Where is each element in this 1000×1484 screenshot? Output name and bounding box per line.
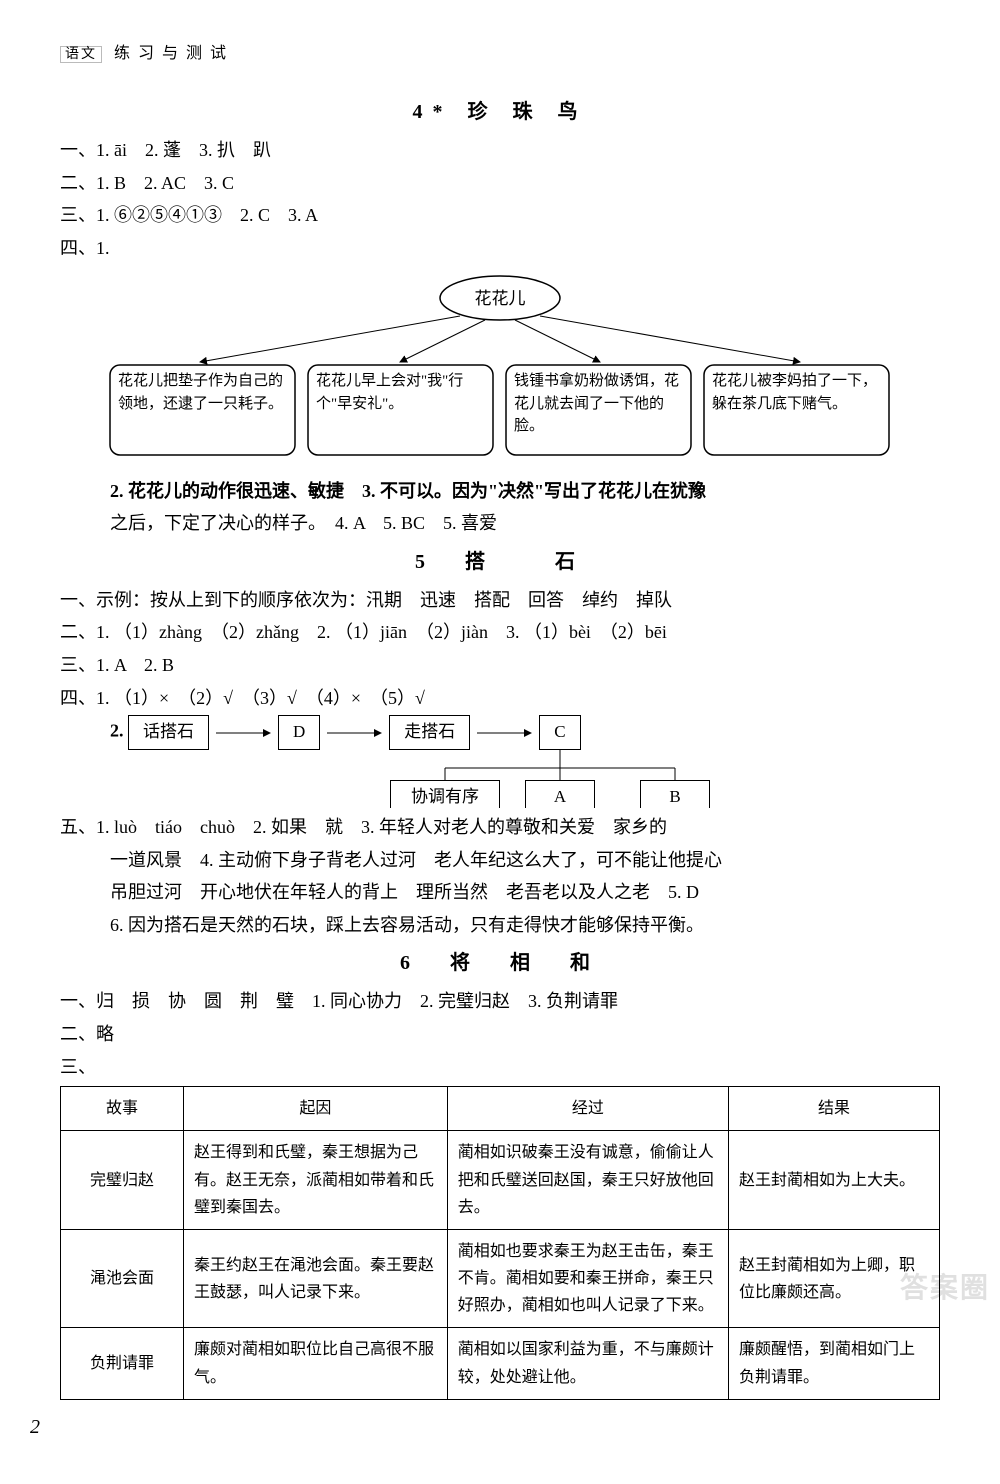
l5-5a: 五、1. luò tiáo chuò 2. 如果 就 3. 年轻人对老人的尊敬和… <box>60 812 940 843</box>
th-3: 结果 <box>729 1087 940 1131</box>
l4-line4: 四、1. <box>60 233 940 264</box>
header-title: 练 习 与 测 试 <box>114 45 228 62</box>
l5-5d: 6. 因为搭石是天然的石块，踩上去容易活动，只有走得快才能够保持平衡。 <box>110 910 940 941</box>
l5-5c: 吊胆过河 开心地伏在年轻人的背上 理所当然 老吾老以及人之老 5. D <box>110 877 940 908</box>
th-2: 经过 <box>447 1087 728 1131</box>
l6-line3: 三、 故事 起因 经过 结果 完璧归赵 赵王得到和氏璧，秦王想据为己有。赵王无奈… <box>60 1052 940 1400</box>
th-0: 故事 <box>61 1087 184 1131</box>
tree-node-1: 花花儿早上会对"我"行个"早安礼"。 <box>308 365 493 455</box>
table-row: 完璧归赵 赵王得到和氏璧，秦王想据为己有。赵王无奈，派蔺相如带着和氏璧到秦国去。… <box>61 1131 940 1230</box>
th-1: 起因 <box>184 1087 448 1131</box>
l4-p2a: 2. 花花儿的动作很迅速、敏捷 3. 不可以。因为"决然"写出了花花儿在犹豫 <box>110 476 940 507</box>
l4-p2b: 之后，下定了决心的样子。 4. A 5. BC 5. 喜爱 <box>110 508 940 539</box>
lesson5-title: 5 搭 石 <box>60 545 940 579</box>
subject-badge: 语文 <box>60 46 102 63</box>
l5-line3: 三、1. A 2. B <box>60 650 940 681</box>
l4-line3: 三、1. ⑥②⑤④①③ 2. C 3. A <box>60 200 940 231</box>
flow-box-0: 话搭石 <box>128 715 209 750</box>
flow-box-2: 走搭石 <box>389 715 470 750</box>
page-header: 语文 练 习 与 测 试 <box>60 40 940 67</box>
l4-line1: 一、1. āi 2. 蓬 3. 扒 趴 <box>60 135 940 166</box>
tree-node-0: 花花儿把垫子作为自己的领地，还逮了一只耗子。 <box>110 365 295 455</box>
lesson4-title: 4* 珍 珠 鸟 <box>60 95 940 129</box>
l4-line2: 二、1. B 2. AC 3. C <box>60 168 940 199</box>
l5-line4: 四、1. （1）× （2）√ （3）√ （4）× （5）√ <box>60 683 940 714</box>
l5-line4b: 2. 话搭石 D 走搭石 C <box>110 715 940 750</box>
table-row: 负荆请罪 廉颇对蔺相如职位比自己高很不服气。 蔺相如以国家利益为重，不与廉颇计较… <box>61 1328 940 1399</box>
flow-sub-row: 协调有序 A B <box>110 750 940 810</box>
lesson6-title: 6 将 相 和 <box>60 946 940 980</box>
story-table: 故事 起因 经过 结果 完璧归赵 赵王得到和氏璧，秦王想据为己有。赵王无奈，派蔺… <box>60 1086 940 1400</box>
l6-line2: 二、略 <box>60 1019 940 1050</box>
page-number: 2 <box>30 1410 940 1444</box>
l6-line1: 一、归 损 协 圆 荆 璧 1. 同心协力 2. 完璧归赵 3. 负荆请罪 <box>60 986 940 1017</box>
l5-line1: 一、示例：按从上到下的顺序依次为：汛期 迅速 搭配 回答 绰约 掉队 <box>60 585 940 616</box>
watermark: 答案圈 <box>900 1265 990 1313</box>
l5-line2: 二、1. （1）zhàng （2）zhǎng 2. （1）jiān （2）jià… <box>60 617 940 648</box>
table-header-row: 故事 起因 经过 结果 <box>61 1087 940 1131</box>
tree-diagram: 花花儿 花花儿把垫子作为自己的领地，还逮了一只耗子。 花花儿早上会对"我"行个"… <box>60 270 940 470</box>
l5-5b: 一道风景 4. 主动俯下身子背老人过河 老人年纪这么大了，可不能让他提心 <box>110 845 940 876</box>
table-row: 渑池会面 秦王约赵王在渑池会面。秦王要赵王鼓瑟，叫人记录下来。 蔺相如也要求秦王… <box>61 1229 940 1328</box>
tree-root: 花花儿 <box>475 289 526 308</box>
tree-node-3: 花花儿被李妈拍了一下，躲在茶几底下赌气。 <box>704 365 889 455</box>
flow-box-3: C <box>539 715 580 750</box>
tree-node-2: 钱锺书拿奶粉做诱饵，花花儿就去闻了一下他的脸。 <box>506 365 691 455</box>
flow-box-1: D <box>278 715 320 750</box>
